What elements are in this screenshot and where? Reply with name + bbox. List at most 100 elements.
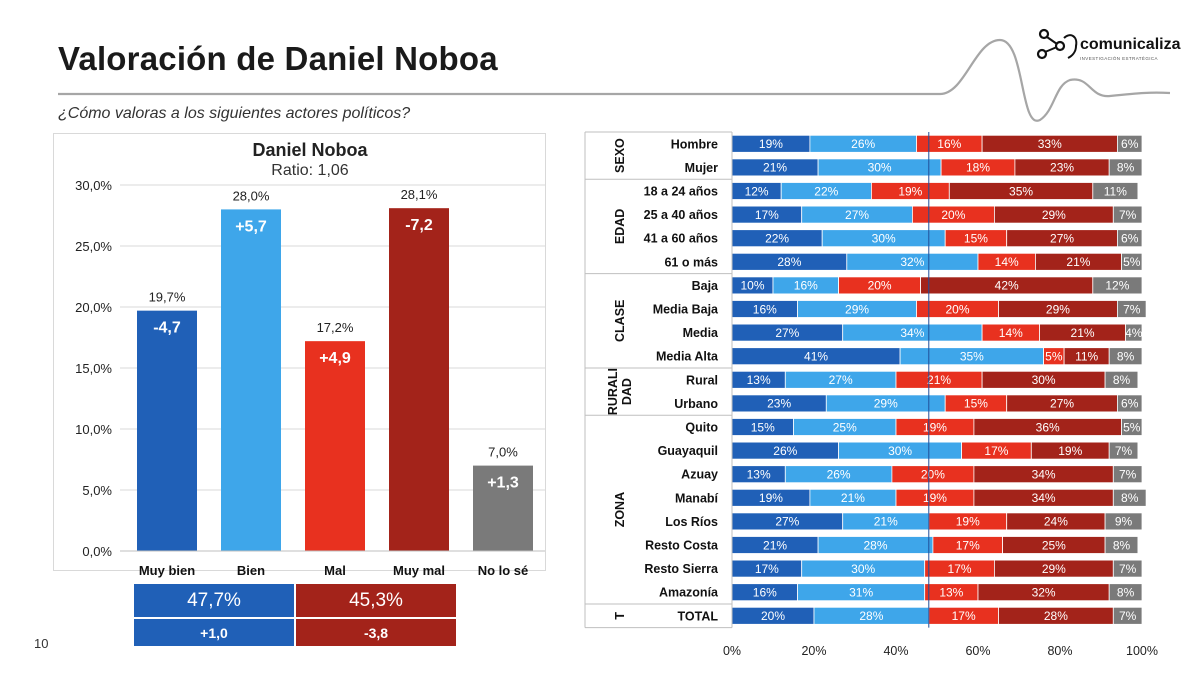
stacked-segment: [1121, 418, 1143, 436]
segment-value-label: 6%: [1121, 232, 1139, 246]
segment-value-label: 21%: [1071, 326, 1095, 340]
chart-subtitle: Ratio: 1,06: [271, 162, 349, 179]
segment-value-label: 7%: [1115, 444, 1133, 458]
row-label: Hombre: [671, 137, 718, 151]
segment-value-label: 34%: [900, 326, 924, 340]
segment-value-label: 30%: [851, 562, 875, 576]
negative-total: 45,3%: [296, 584, 456, 617]
stacked-segment: [1092, 182, 1139, 200]
stacked-segment: [1117, 300, 1147, 318]
stacked-segment: [1112, 606, 1143, 625]
segment-value-label: 30%: [872, 232, 896, 246]
segment-value-label: 30%: [1032, 373, 1056, 387]
segment-value-label: 24%: [1044, 515, 1068, 529]
segment-value-label: 21%: [874, 515, 898, 529]
segment-value-label: 8%: [1117, 350, 1135, 364]
segment-value-label: 4%: [1125, 326, 1143, 340]
segment-value-label: 21%: [763, 161, 787, 175]
segment-value-label: 28%: [863, 538, 887, 552]
stacked-segment: [1092, 276, 1143, 295]
x-tick-label: 80%: [1047, 644, 1072, 658]
segment-value-label: 19%: [759, 137, 783, 151]
segment-value-label: 19%: [923, 420, 947, 434]
row-label: 18 a 24 años: [644, 185, 718, 199]
segment-value-label: 22%: [814, 184, 838, 198]
segment-value-label: 29%: [874, 397, 898, 411]
stacked-segment: [1112, 559, 1143, 578]
x-tick-label: 20%: [801, 644, 826, 658]
segment-value-label: 21%: [1066, 255, 1090, 269]
segment-value-label: 16%: [753, 586, 777, 600]
segment-value-label: 17%: [755, 562, 779, 576]
stacked-segment: [1104, 536, 1139, 554]
segment-value-label: 23%: [767, 397, 791, 411]
segment-value-label: 11%: [1075, 350, 1098, 364]
segment-value-label: 20%: [761, 609, 785, 623]
segment-value-label: 8%: [1113, 373, 1131, 387]
header-wave-line: [58, 38, 1171, 122]
segment-value-label: 25%: [1042, 538, 1066, 552]
segment-value-label: 33%: [1038, 137, 1062, 151]
group-label: CLASE: [613, 300, 627, 342]
segment-value-label: 26%: [773, 444, 797, 458]
segment-value-label: 27%: [775, 515, 799, 529]
stacked-segment: [1117, 394, 1143, 413]
segment-value-label: 19%: [956, 515, 980, 529]
segment-value-label: 15%: [751, 420, 775, 434]
logo-tagline: INVESTIGACIÓN ESTRATÉGICA: [1080, 56, 1158, 61]
segment-value-label: 19%: [759, 491, 783, 505]
segment-value-label: 15%: [964, 397, 988, 411]
segment-value-label: 6%: [1121, 137, 1139, 151]
segment-value-label: 16%: [794, 279, 818, 293]
segment-value-label: 28%: [1044, 609, 1068, 623]
group-label: T: [613, 612, 627, 620]
logo-text: comunicaliza: [1080, 36, 1181, 53]
row-label: Media Baja: [653, 303, 719, 317]
row-label: TOTAL: [677, 609, 718, 623]
segment-value-label: 35%: [1009, 184, 1033, 198]
segment-value-label: 28%: [859, 609, 883, 623]
summary-table: 47,7% 45,3% +1,0 -3,8: [134, 584, 456, 646]
stacked-segment: [1112, 205, 1143, 224]
segment-value-label: 20%: [945, 302, 969, 316]
segment-value-label: 34%: [1032, 491, 1056, 505]
row-label: Quito: [685, 421, 718, 435]
stacked-segment: [1108, 441, 1139, 460]
negative-change: -3,8: [296, 619, 456, 646]
segment-value-label: 13%: [747, 468, 771, 482]
segment-value-label: 35%: [960, 350, 984, 364]
row-label: Media: [683, 326, 719, 340]
segment-value-label: 17%: [952, 609, 976, 623]
segment-value-label: 29%: [1042, 562, 1066, 576]
row-label: Los Ríos: [665, 515, 718, 529]
segment-value-label: 18%: [966, 161, 990, 175]
segment-value-label: 5%: [1123, 420, 1141, 434]
segment-value-label: 22%: [765, 232, 789, 246]
segment-value-label: 7%: [1119, 208, 1137, 222]
page-subtitle: ¿Cómo valoras a los siguientes actores p…: [58, 105, 411, 122]
x-tick-label: 100%: [1126, 644, 1158, 658]
row-label: Baja: [692, 279, 719, 293]
segment-value-label: 32%: [900, 255, 924, 269]
segment-value-label: 11%: [1104, 184, 1127, 198]
row-label: Media Alta: [656, 350, 719, 364]
segment-value-label: 13%: [747, 373, 771, 387]
segment-value-label: 17%: [948, 562, 972, 576]
segment-value-label: 14%: [999, 326, 1023, 340]
segment-value-label: 12%: [745, 184, 769, 198]
x-tick-label: 0%: [723, 644, 741, 658]
group-label: RURALIDAD: [606, 368, 634, 415]
row-label: Guayaquil: [658, 444, 718, 458]
stacked-segment: [1121, 252, 1143, 271]
group-label: SEXO: [613, 138, 627, 173]
group-label: EDAD: [613, 209, 627, 244]
stacked-segment: [1108, 347, 1143, 366]
row-label: Urbano: [674, 397, 718, 411]
stacked-segment: [1108, 158, 1143, 177]
segment-value-label: 20%: [921, 468, 945, 482]
stacked-bar-chart: Hombre 19% 26% 16% 33% 6% Mujer 21% 30% 18% 23% 8% S…: [584, 131, 1158, 658]
segment-value-label: 34%: [1032, 468, 1056, 482]
segment-value-label: 10%: [740, 279, 764, 293]
segment-value-label: 7%: [1119, 562, 1137, 576]
row-label: 61 o más: [664, 255, 718, 269]
